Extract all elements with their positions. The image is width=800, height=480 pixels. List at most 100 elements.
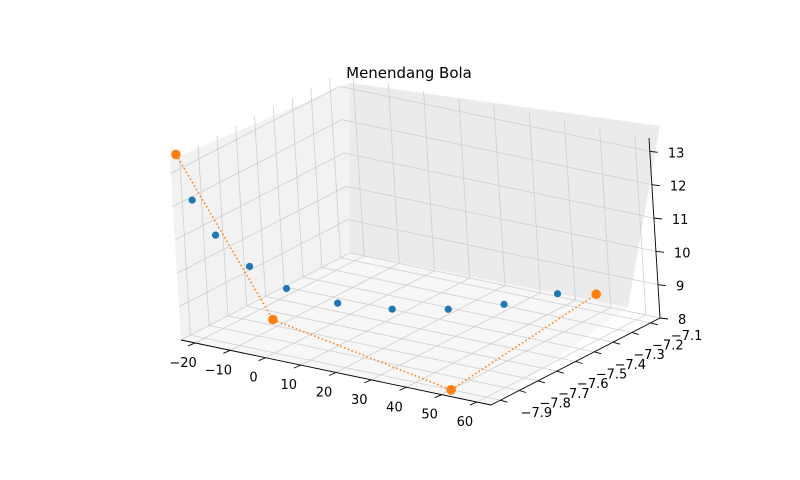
y-tick-label: −7.3 [633, 348, 665, 363]
gridline-y-floor [284, 286, 595, 353]
x-tick-mark [469, 401, 478, 406]
z-tick-label: 12 [670, 180, 687, 195]
gridline-x-back [458, 98, 471, 279]
pane-floor [181, 253, 628, 405]
z-axis-ticks: 8 9 10 11 12 13 [649, 146, 691, 328]
gridline-z-back [349, 252, 661, 319]
y-tick-mark [537, 380, 546, 384]
z-tick-mark [653, 217, 662, 220]
series-1-points [188, 196, 562, 313]
chart-title: Menendang Bola [346, 64, 472, 82]
series-2-points [171, 149, 602, 395]
gridline-z-back [343, 152, 654, 219]
gridline-y-left [178, 155, 191, 336]
x-tick-label: 40 [386, 400, 403, 415]
gridline-z-back [347, 219, 659, 286]
gridline-x-back [493, 105, 506, 286]
grid-lines [170, 75, 661, 403]
gridline-y-left [235, 126, 248, 307]
gridline-z-left [170, 85, 340, 174]
y-tick-label: −7.6 [577, 377, 609, 392]
y-tick-label: −7.2 [652, 339, 684, 354]
x-axis-ticks: −20 −10 0 10 20 30 40 50 60 [169, 342, 478, 430]
z-tick-mark [651, 184, 660, 187]
series-1-point [500, 300, 508, 308]
z-tick-mark [657, 284, 667, 287]
x-tick-mark [328, 372, 337, 376]
y-axis-ticks: −7.9−7.8−7.7−7.6−7.5−7.4−7.3−7.2−7.1 [500, 322, 703, 421]
x-tick-label: 30 [351, 393, 368, 408]
series-2-point [171, 149, 181, 160]
y-tick-mark [612, 341, 621, 345]
series-1-point [188, 196, 196, 204]
series-1-point [388, 305, 396, 313]
x-tick-label: 0 [249, 371, 257, 386]
z-tick-mark [659, 317, 669, 320]
gridline-y-floor [302, 276, 614, 343]
gridline-y-left [197, 145, 210, 326]
x-tick-mark [364, 379, 372, 384]
y-tick-label: −7.5 [596, 368, 628, 383]
x-tick-label: 20 [316, 386, 333, 401]
z-tick-mark [649, 150, 658, 153]
x-tick-label: −10 [205, 363, 232, 378]
z-tick-label: 10 [674, 246, 691, 261]
y-tick-label: −7.8 [539, 397, 571, 412]
gridline-y-floor [340, 257, 651, 324]
gridline-y-floor [321, 267, 632, 333]
x-tick-mark [434, 394, 442, 399]
series-2-point [591, 289, 602, 300]
z-tick-label: 8 [678, 313, 686, 328]
gridline-z-left [172, 119, 343, 208]
y-tick-mark [500, 399, 508, 403]
gridline-y-left [291, 97, 304, 278]
z-tick-label: 13 [668, 146, 685, 161]
x-tick-mark [399, 386, 407, 391]
z-tick-mark [655, 250, 664, 253]
gridline-x-back [528, 112, 541, 293]
gridline-x-back [423, 90, 435, 271]
gridline-x-back [599, 127, 612, 308]
gridline-y-floor [265, 296, 576, 362]
y-tick-mark [594, 351, 602, 355]
gridline-x-back [634, 135, 647, 316]
gridline-z-left [174, 152, 345, 241]
x-tick-label: 10 [280, 378, 297, 393]
gridline-y-left [254, 116, 266, 297]
gridline-z-back [339, 85, 650, 152]
gridline-z-left [178, 219, 349, 308]
series-1-point [211, 231, 220, 239]
series-2-point [268, 314, 278, 325]
y-tick-mark [519, 390, 527, 393]
y-tick-mark [575, 361, 583, 364]
y-tick-label: −7.1 [671, 329, 703, 344]
y-tick-label: −7.9 [521, 406, 553, 421]
x-tick-mark [223, 349, 231, 354]
series-1-point [444, 305, 452, 313]
gridline-x-back [564, 120, 576, 301]
z-axis-line [648, 137, 661, 319]
x-tick-label: −20 [169, 356, 196, 371]
pane-back [350, 83, 660, 307]
y-tick-label: −7.4 [614, 358, 646, 373]
x-tick-mark [258, 357, 266, 362]
x-tick-label: 60 [457, 415, 474, 430]
gridline-z-left [176, 185, 347, 274]
series-1-point [334, 299, 342, 307]
gridline-z-back [345, 185, 657, 252]
x-tick-label: 50 [421, 408, 438, 423]
gridline-y-left [329, 77, 342, 258]
z-tick-label: 9 [676, 280, 684, 295]
series-1-point [282, 284, 291, 293]
gridline-y-floor [209, 325, 520, 391]
gridline-y-left [272, 106, 285, 287]
y-tick-label: −7.7 [558, 387, 590, 402]
gridline-z-back [341, 119, 652, 186]
gridline-z-left [180, 252, 351, 341]
y-tick-mark [631, 332, 639, 335]
gridline-x-back [352, 75, 365, 256]
series-1-point [245, 262, 254, 271]
z-tick-label: 11 [672, 213, 689, 228]
y-tick-mark [556, 370, 564, 374]
series-2-point [446, 385, 456, 395]
